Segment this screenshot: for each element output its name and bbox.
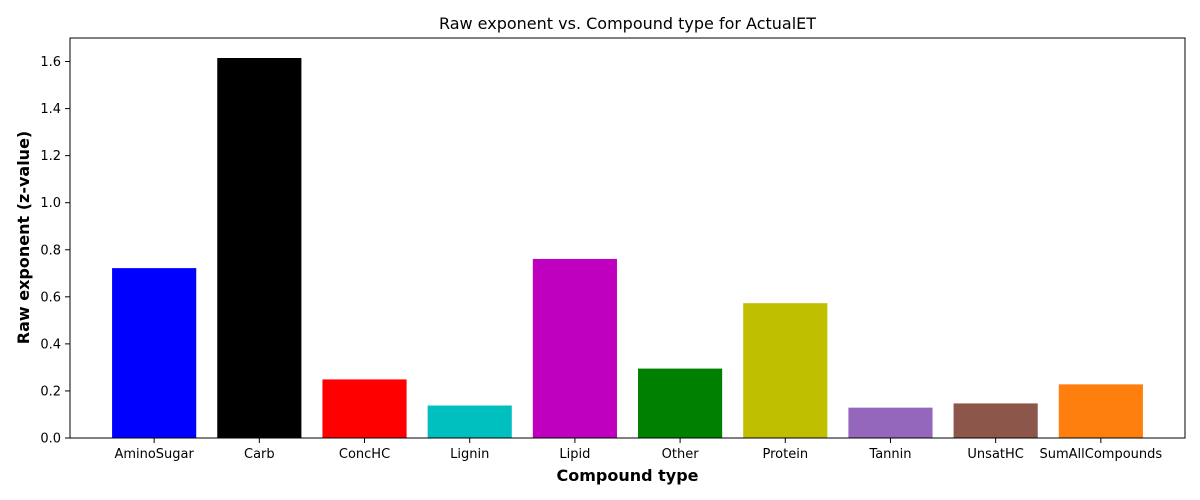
plot-frame [69,37,1186,439]
x-tick-label: UnsatHC [967,447,1023,462]
bar-aminosugar [112,268,197,438]
y-tick-label: 0.8 [40,243,61,258]
x-tick-label: Tannin [868,447,911,462]
chart-title: Raw exponent vs. Compound type for Actua… [439,14,816,33]
y-tick-label: 0.0 [40,432,61,447]
x-tick-label: ConcHC [339,447,390,462]
bar-tannin [848,407,933,438]
x-axis-label: Compound type [556,466,698,485]
x-tick-label: Other [662,447,700,462]
y-ticks-layer: 0.0 0.2 0.4 0.6 0.8 1.0 1.2 1.4 1.6 [40,55,70,447]
y-tick-label: 1.0 [40,196,61,211]
y-tick-label: 0.6 [40,290,61,305]
bar-carb [217,58,302,438]
x-tick-label: Carb [244,447,275,462]
x-tick-label: SumAllCompounds [1040,447,1163,462]
bar-lignin [427,405,512,438]
x-tick-label: Lignin [450,447,489,462]
bar-sumallcompounds [1058,384,1143,438]
bar-conchc [322,379,407,438]
bar-other [638,368,723,438]
y-tick-label: 1.4 [40,102,61,117]
y-tick-label: 1.2 [40,149,61,164]
bar-protein [743,303,828,438]
y-tick-label: 1.6 [40,55,61,70]
bars-layer [112,58,1143,438]
y-tick-label: 0.2 [40,384,61,399]
x-tick-label: Lipid [559,447,590,462]
y-tick-label: 0.4 [40,337,61,352]
x-ticks-layer: AminoSugar Carb ConcHC Lignin Lipid Other Prot… [114,438,1162,462]
x-tick-label: Protein [762,447,808,462]
bar-lipid [532,258,617,438]
bar-unsathc [953,403,1038,438]
x-tick-label: AminoSugar [114,447,194,462]
y-axis-label: Raw exponent (z-value) [14,131,33,344]
